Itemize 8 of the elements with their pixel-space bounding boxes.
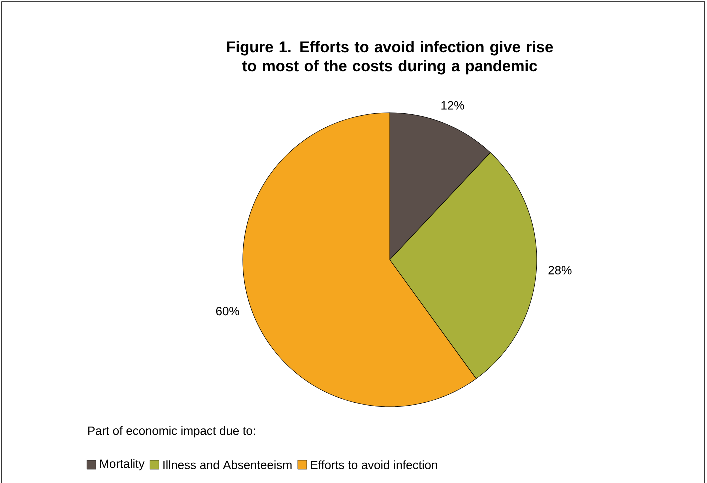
legend-label: Illness and Absenteeism [164, 460, 292, 470]
data-label: 60% [216, 307, 240, 316]
data-label: 28% [548, 266, 572, 275]
legend-title: Part of economic impact due to: [88, 426, 256, 438]
legend-label: Efforts to avoid infection [311, 460, 438, 470]
data-label: 12% [442, 101, 464, 110]
legend-label: Mortality [100, 459, 145, 471]
chart-title: Figure 1. Efforts to avoid infection give rise to most of the costs during a pandemic [227, 41, 554, 75]
